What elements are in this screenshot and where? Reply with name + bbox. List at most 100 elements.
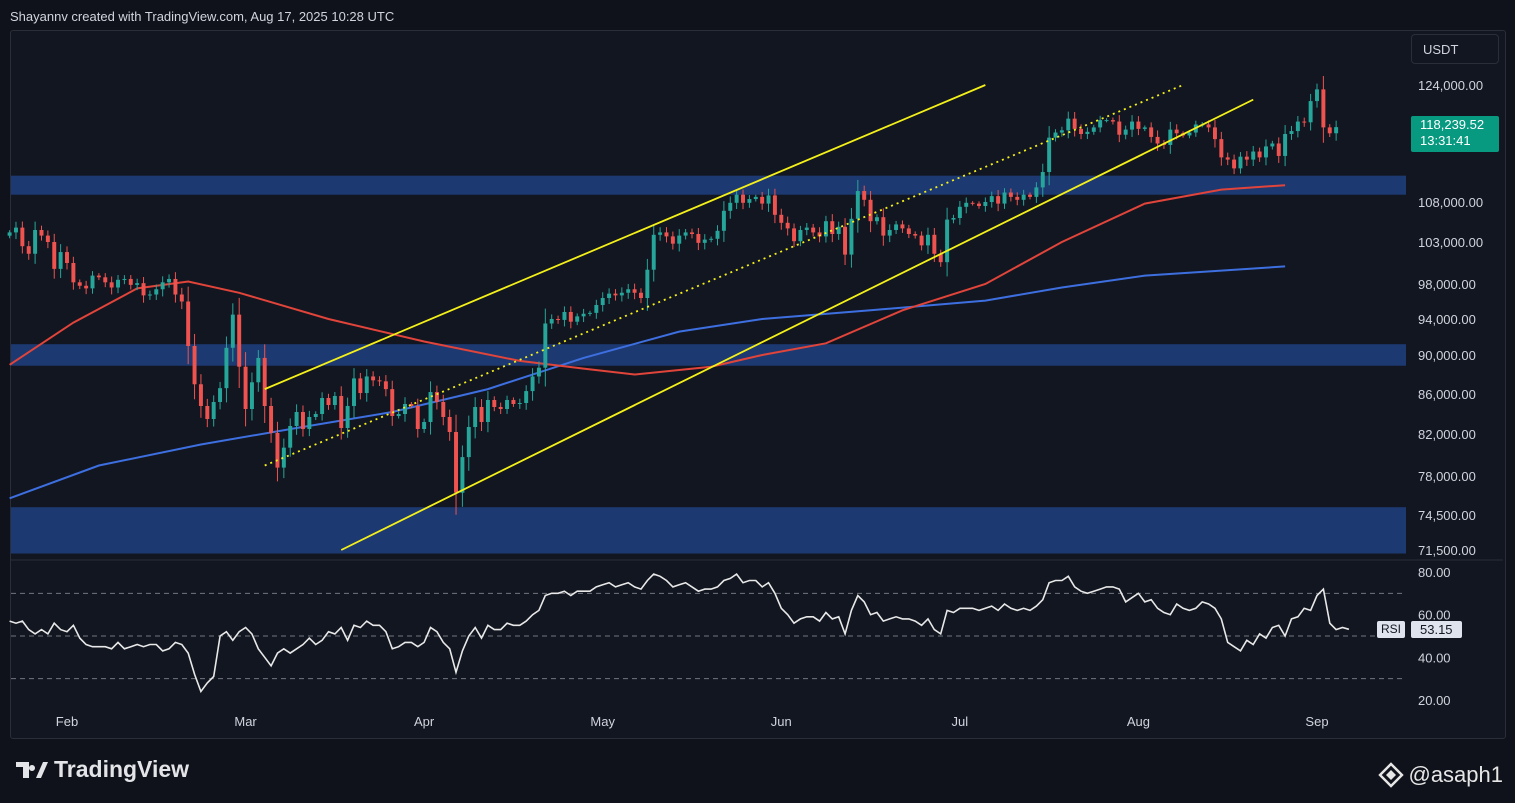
candle [103, 273, 108, 288]
candle [772, 188, 777, 224]
candle [696, 227, 701, 251]
candle [147, 290, 152, 300]
candle-body [352, 378, 356, 406]
candle [1091, 124, 1096, 135]
candle-body [804, 227, 809, 230]
candle [192, 333, 197, 400]
candle [753, 194, 758, 202]
candle-body [396, 414, 401, 416]
candle [792, 223, 797, 248]
candle-body [836, 226, 841, 234]
candle-body [843, 226, 848, 255]
candle-body [1123, 129, 1128, 135]
candle [479, 399, 484, 432]
candle [1270, 140, 1275, 150]
candle-body [447, 417, 452, 432]
candle-body [20, 227, 25, 247]
candle-body [1098, 120, 1103, 128]
candle-body [1251, 151, 1256, 160]
channel-upper-line [264, 84, 986, 390]
candle-body [600, 298, 605, 305]
candle [626, 283, 631, 299]
candle-body [919, 235, 924, 246]
candle-body [645, 269, 650, 298]
candle-body [715, 230, 720, 239]
watermark-text: @asaph1 [1408, 762, 1503, 787]
candle [581, 308, 586, 323]
candle-body [1327, 127, 1332, 134]
candle-body [224, 347, 229, 389]
candle [249, 372, 254, 421]
candle [562, 306, 567, 327]
candle-body [517, 403, 522, 404]
currency-selector[interactable]: USDT [1411, 34, 1499, 64]
candle-body [619, 292, 624, 296]
candle-body [173, 278, 178, 295]
candle-body [1206, 124, 1211, 128]
candle [957, 200, 962, 225]
candle [90, 271, 95, 294]
candle [639, 288, 643, 304]
candle-body [524, 391, 529, 403]
candle-body [1334, 127, 1339, 134]
candle [517, 398, 522, 409]
candle-body [14, 227, 18, 233]
candle-body [900, 224, 905, 229]
candle [823, 215, 828, 243]
candle-body [479, 407, 484, 422]
candle [1283, 125, 1288, 167]
candle [1238, 152, 1243, 174]
candle-body [371, 376, 376, 381]
candle-body [498, 407, 503, 409]
candle-body [294, 412, 299, 426]
rsi-tick-label: 40.00 [1418, 650, 1451, 665]
candle-body [728, 202, 733, 211]
rsi-value-label: 53.15 [1411, 621, 1462, 638]
candle-body [128, 278, 133, 285]
candle [881, 208, 886, 246]
candle-body [1308, 101, 1313, 123]
channel-lower-line [340, 98, 1254, 551]
candle-body [103, 277, 108, 283]
support-resistance-zones [11, 175, 1503, 561]
candle-body [1289, 131, 1294, 134]
candle-body [147, 294, 152, 296]
candle [415, 398, 420, 438]
candle-body [230, 314, 235, 348]
candle-body [1066, 118, 1071, 131]
candle [1232, 154, 1237, 175]
candle [568, 306, 573, 329]
candle-body [205, 406, 210, 419]
candle [154, 284, 159, 300]
candle-body [798, 230, 803, 242]
candle [447, 409, 452, 441]
candle-body [1002, 192, 1007, 204]
candle [116, 275, 120, 294]
candle [600, 292, 605, 312]
rsi-line [9, 573, 1350, 694]
chart-header: Shayannv created with TradingView.com, A… [10, 9, 395, 24]
candle [1047, 126, 1052, 186]
candle [855, 179, 860, 233]
candle [281, 438, 286, 479]
candle [256, 350, 261, 392]
price-tick-label: 74,500.00 [1418, 508, 1476, 523]
tradingview-brand[interactable]: TradingView [14, 756, 189, 783]
candle-body [77, 282, 82, 286]
candle [587, 310, 592, 317]
candle-body [141, 283, 146, 296]
candle [1008, 188, 1013, 202]
last-price: 118,239.52 [1420, 117, 1485, 132]
candle-body [1136, 121, 1141, 129]
candle [26, 240, 31, 260]
candle [556, 315, 561, 324]
candle [1117, 115, 1122, 143]
candle [1251, 145, 1256, 166]
candle-body [39, 230, 44, 236]
chart-frame[interactable] [10, 30, 1506, 739]
candle [371, 371, 376, 387]
candle-body [90, 275, 95, 289]
axis-labels: 124,000.00 108,000.00 103,000.00 98,000.00 9… [56, 78, 1483, 729]
candle [511, 397, 516, 407]
